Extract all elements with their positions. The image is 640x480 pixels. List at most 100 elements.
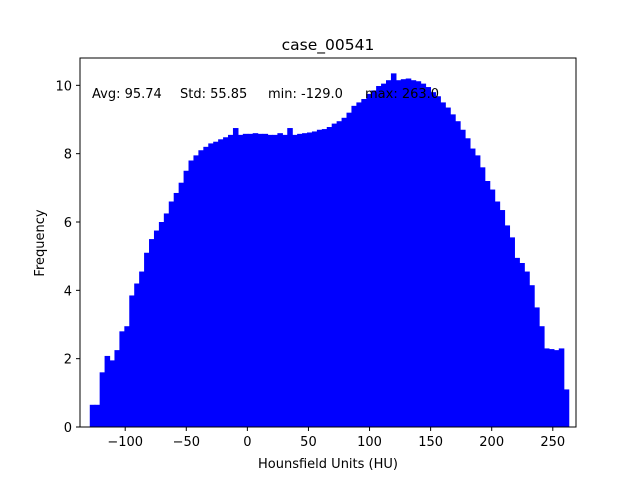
histogram-bar [252, 133, 259, 427]
histogram-bar [232, 128, 239, 427]
x-tick-label: 150 [418, 435, 443, 450]
histogram-bar [356, 102, 362, 428]
histogram-bar [410, 80, 417, 427]
histogram-bar [119, 331, 125, 427]
histogram-bar [277, 133, 283, 427]
histogram-bar [341, 117, 348, 428]
histogram-bar [361, 99, 367, 427]
histogram-bar [405, 78, 412, 427]
histogram-bar [223, 137, 229, 427]
y-tick-label: 0 [64, 421, 72, 436]
histogram-bar [519, 263, 525, 427]
histogram-bar [553, 350, 560, 427]
x-tick-label: −50 [173, 435, 200, 450]
histogram-bar [469, 148, 476, 427]
histogram-bar [385, 80, 392, 427]
histogram-bar [292, 134, 298, 427]
histogram-bar [534, 307, 540, 427]
histogram-bar [504, 225, 511, 427]
stats-max: max: 263.0 [365, 87, 439, 102]
histogram-bar [311, 131, 318, 428]
x-axis-ticks: −100 −50 0 50 100 150 200 250 [107, 427, 565, 450]
histogram-bar [420, 83, 427, 427]
histogram-bar [139, 271, 145, 427]
histogram-bar [400, 79, 407, 427]
histogram-bar [366, 93, 372, 427]
histogram-bar [371, 90, 377, 427]
histogram-bar [282, 134, 288, 427]
histogram-bar [203, 146, 209, 428]
histogram-bar [346, 112, 353, 428]
histogram-bar [548, 349, 555, 427]
histogram-bar [129, 295, 135, 427]
histogram-bar [168, 201, 175, 427]
histogram-bar [272, 134, 278, 427]
histogram-bar [213, 141, 219, 428]
histogram-bar [395, 80, 402, 427]
histogram-bar [430, 92, 436, 428]
histogram-bar [489, 189, 496, 427]
x-tick-label: 50 [300, 435, 317, 450]
histogram-bar [455, 121, 461, 427]
histogram-bar [144, 252, 150, 427]
histogram-bar [158, 222, 165, 427]
x-axis-title: Hounsfield Units (HU) [258, 457, 398, 472]
histogram-bar [390, 73, 397, 427]
y-tick-label: 4 [64, 284, 72, 299]
histogram-bar [381, 83, 387, 427]
histogram-bar [287, 128, 293, 427]
histogram-bar [183, 170, 190, 427]
histogram-bar [529, 285, 535, 427]
histogram-bar [509, 237, 515, 427]
histogram-bar [94, 404, 101, 427]
histogram-bars [89, 73, 570, 428]
histogram-bar [267, 134, 274, 427]
histogram-bar [494, 201, 501, 427]
histogram-bar [193, 155, 199, 427]
x-tick-label: 0 [243, 435, 251, 450]
histogram-bar [198, 150, 204, 427]
histogram-bar [376, 86, 382, 428]
histogram-bar [464, 138, 471, 427]
histogram-bar [307, 132, 313, 427]
histogram-bar [208, 143, 214, 427]
histogram-bar [262, 133, 269, 427]
histogram-bar [331, 123, 338, 427]
histogram-bar [89, 404, 96, 427]
histogram-bar [460, 129, 466, 427]
histogram-bar [484, 181, 491, 427]
histogram-bar [514, 257, 520, 427]
y-tick-label: 8 [64, 148, 72, 163]
histogram-bar [563, 389, 570, 427]
histogram-bar [124, 326, 130, 427]
histogram-bar [104, 355, 111, 427]
stats-avg: Avg: 95.74 [92, 87, 162, 102]
y-tick-label: 6 [64, 216, 72, 231]
histogram-bar [425, 87, 432, 428]
histogram-bar [351, 105, 357, 427]
x-tick-label: −100 [107, 435, 143, 450]
histogram-bar [257, 133, 264, 427]
histogram-bar [558, 348, 565, 427]
histogram-bar [336, 121, 343, 427]
stats-min: min: -129.0 [268, 87, 343, 102]
x-tick-label: 100 [357, 435, 382, 450]
histogram-bar [450, 114, 456, 427]
histogram-bar [316, 129, 323, 427]
histogram-bar [543, 348, 550, 427]
histogram-bar [237, 134, 244, 427]
histogram-bar [109, 360, 116, 427]
histogram-bar [242, 133, 249, 427]
histogram-bar [149, 239, 155, 427]
histogram-bar [474, 155, 481, 427]
y-tick-label: 2 [64, 353, 72, 368]
histogram-bar [539, 326, 545, 427]
histogram-bar [302, 133, 308, 427]
histogram-bar [297, 133, 303, 427]
histogram-bar [99, 372, 106, 427]
histogram-bar [440, 102, 446, 428]
x-tick-label: 250 [540, 435, 565, 450]
histogram-bar [499, 210, 506, 427]
chart-title: case_00541 [282, 36, 375, 55]
